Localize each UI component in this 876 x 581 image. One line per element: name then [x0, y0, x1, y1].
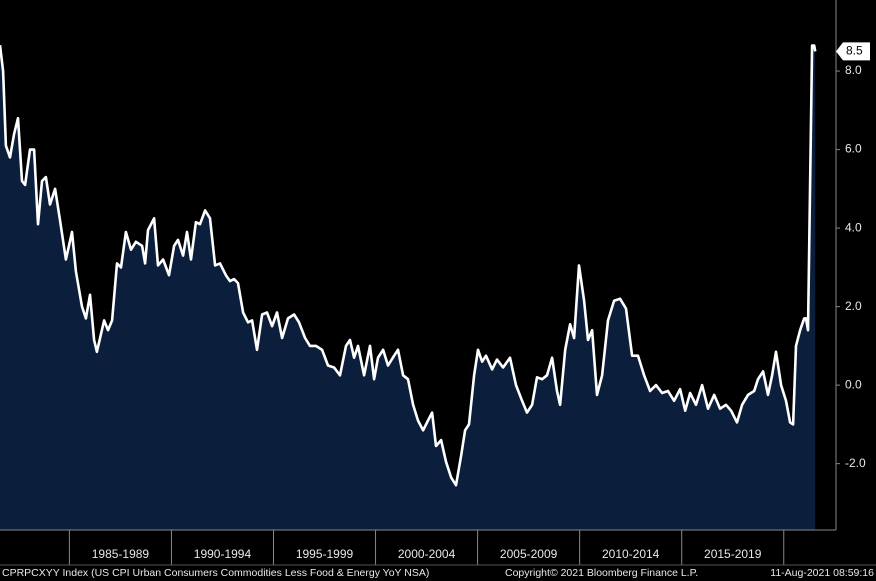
y-tick-label: 2.0	[845, 299, 862, 313]
x-period-label: 2010-2014	[602, 547, 660, 561]
y-tick-label: 4.0	[845, 220, 862, 234]
series-line	[0, 44, 817, 487]
x-period-label: 1990-1994	[194, 547, 252, 561]
last-value-box	[836, 42, 870, 61]
x-period-label: 2015-2019	[704, 547, 762, 561]
last-value-label: 8.5	[846, 44, 863, 58]
axis-panel	[836, 0, 876, 530]
x-period-label: 1985-1989	[92, 547, 150, 561]
y-tick-label: 0.0	[845, 377, 862, 391]
x-period-label: 1995-1999	[296, 547, 354, 561]
timestamp: 11-Aug-2021 08:59:16	[770, 567, 874, 579]
area-fill	[0, 45, 816, 530]
copyright: Copyright© 2021 Bloomberg Finance L.P.	[505, 567, 698, 579]
y-tick-label: 6.0	[845, 142, 862, 156]
x-axis-panel	[0, 530, 876, 565]
x-period-label: 2000-2004	[398, 547, 456, 561]
y-tick-label: -2.0	[845, 456, 866, 470]
y-tick-label: 8.0	[845, 63, 862, 77]
caption: CPRPCXYY Index (US CPI Urban Consumers C…	[2, 567, 429, 579]
x-period-label: 2005-2009	[500, 547, 558, 561]
